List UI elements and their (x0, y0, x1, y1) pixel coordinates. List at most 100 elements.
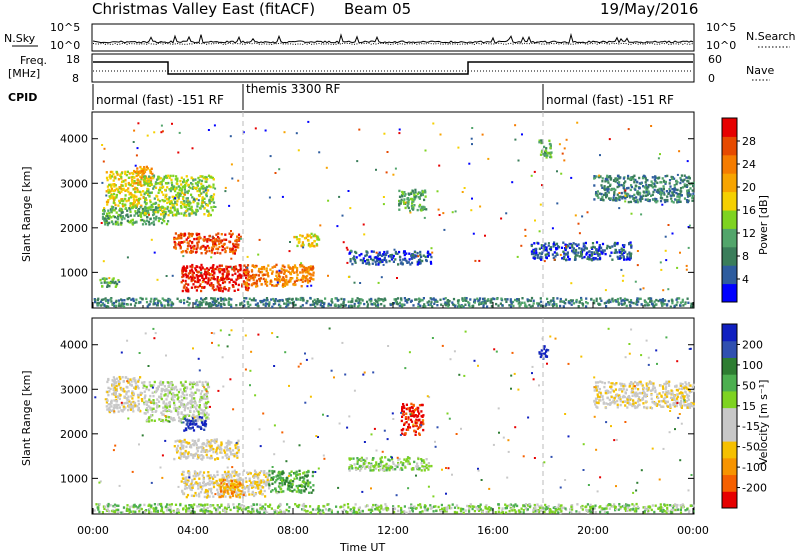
data-cell (196, 205, 199, 208)
data-cell (251, 493, 254, 496)
data-cell (194, 269, 198, 272)
data-cell (275, 263, 278, 267)
data-cell (245, 480, 248, 483)
data-cell (132, 202, 135, 205)
data-cell (190, 401, 193, 404)
data-cell (595, 248, 598, 251)
data-cell (574, 256, 577, 259)
data-cell (167, 174, 170, 177)
data-cell (418, 191, 421, 194)
data-speck (524, 235, 527, 237)
data-cell (225, 475, 228, 478)
data-cell (200, 289, 203, 293)
nave-tick-bottom: 0 (708, 72, 715, 85)
data-cell (190, 395, 193, 398)
data-cell (220, 264, 223, 267)
data-cell (124, 170, 127, 174)
data-cell (120, 177, 123, 180)
data-cell (187, 189, 190, 193)
data-cell (166, 415, 169, 419)
data-cell (422, 254, 425, 257)
data-cell (239, 492, 242, 496)
data-cell (181, 398, 184, 402)
data-cell (152, 223, 156, 226)
data-speck (396, 277, 398, 279)
data-cell (396, 252, 399, 255)
data-cell (324, 297, 327, 300)
data-cell (360, 298, 363, 301)
data-cell (223, 247, 226, 250)
data-cell (163, 304, 166, 308)
data-cell (213, 241, 216, 244)
data-speck (359, 282, 362, 284)
data-cell (370, 250, 373, 253)
data-cell (412, 304, 415, 307)
data-cell (413, 198, 416, 201)
data-cell (234, 248, 237, 252)
data-cell (199, 268, 203, 271)
data-cell (211, 265, 214, 268)
data-cell (181, 452, 184, 455)
freq-label-line2: [MHz] (8, 67, 40, 80)
data-cell (627, 186, 630, 190)
data-cell (212, 284, 215, 287)
data-cell (102, 209, 105, 212)
data-speck (676, 266, 679, 269)
data-cell (166, 406, 169, 409)
data-cell (683, 183, 686, 186)
data-cell (109, 183, 112, 186)
data-cell (122, 180, 125, 183)
data-cell (344, 304, 347, 307)
data-cell (418, 300, 421, 303)
data-cell (188, 297, 191, 300)
data-cell (214, 242, 217, 246)
data-cell (517, 298, 520, 301)
data-cell (200, 408, 203, 412)
data-cell (228, 486, 231, 489)
data-cell (118, 383, 121, 386)
data-cell (663, 303, 666, 306)
data-cell (259, 492, 262, 495)
data-cell (691, 196, 694, 199)
data-cell (540, 150, 543, 153)
data-cell (152, 399, 155, 402)
data-cell (184, 390, 187, 393)
data-cell (186, 420, 189, 423)
data-cell (210, 456, 214, 460)
data-cell (213, 271, 216, 274)
data-cell (228, 484, 231, 487)
data-cell (412, 207, 415, 210)
data-cell (681, 298, 684, 302)
data-cell (245, 270, 248, 274)
data-cell (194, 471, 197, 474)
data-speck (620, 268, 623, 271)
data-cell (126, 297, 129, 301)
data-cell (351, 297, 354, 301)
data-cell (235, 480, 238, 484)
data-cell (666, 198, 669, 202)
data-cell (138, 190, 141, 193)
data-cell (120, 207, 123, 211)
data-cell (171, 195, 174, 198)
data-cell (285, 305, 288, 309)
data-cell (601, 242, 605, 246)
data-cell (312, 274, 315, 277)
data-cell (168, 299, 171, 302)
data-cell (109, 197, 112, 200)
data-cell (131, 194, 134, 197)
data-cell (144, 394, 147, 397)
noise-sky-trace (92, 32, 694, 44)
data-cell (269, 268, 272, 271)
data-cell (169, 174, 172, 178)
noise-right-tick-top: 10^5 (706, 21, 736, 34)
data-cell (206, 185, 209, 189)
data-cell (644, 177, 647, 180)
data-cell (190, 176, 193, 180)
data-cell (261, 486, 264, 489)
data-cell (207, 413, 210, 416)
data-cell (385, 260, 388, 264)
data-cell (536, 256, 539, 259)
data-cell (678, 193, 681, 196)
data-cell (239, 478, 242, 482)
